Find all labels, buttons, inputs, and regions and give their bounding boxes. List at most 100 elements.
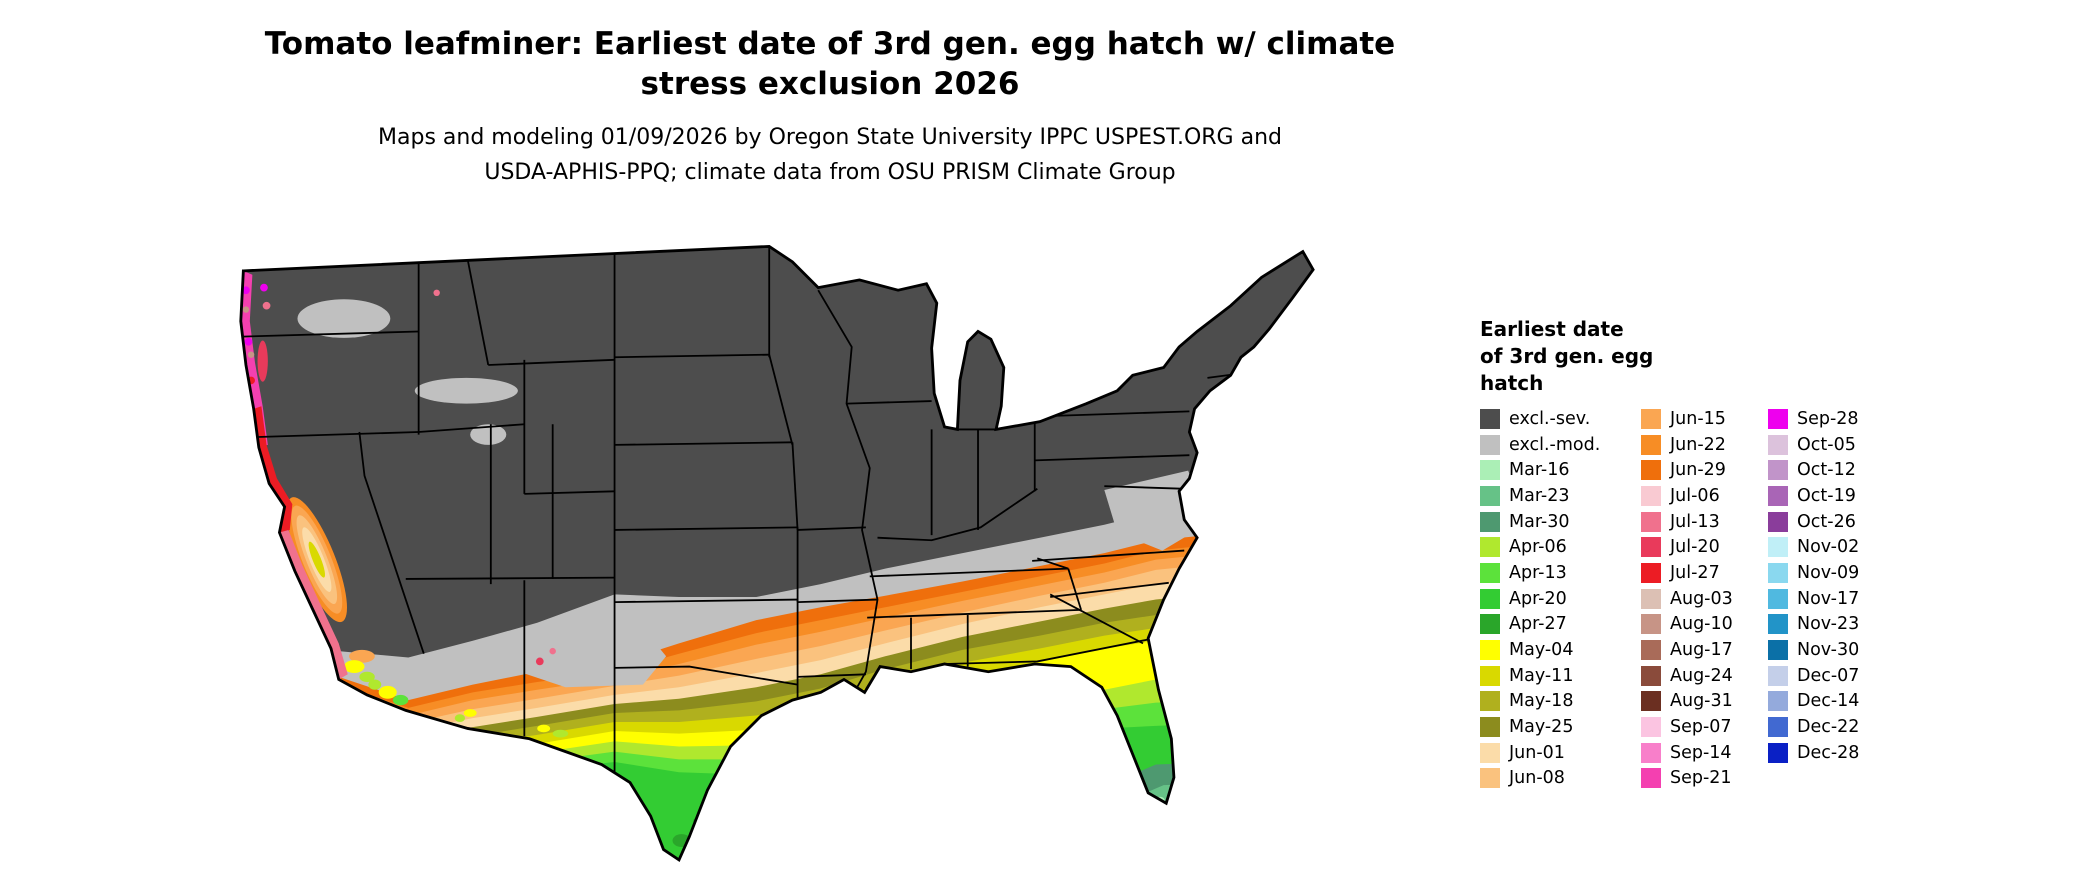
legend-row: Dec-14 [1768, 689, 1894, 715]
legend-swatch [1768, 614, 1788, 635]
legend-label: May-18 [1509, 691, 1574, 712]
legend-label: Nov-09 [1797, 562, 1860, 583]
legend-label: Dec-28 [1797, 742, 1860, 763]
legend-row: Oct-05 [1768, 432, 1894, 458]
legend-row: Apr-27 [1480, 612, 1638, 638]
legend-label: Oct-26 [1797, 511, 1856, 532]
legend-swatch [1768, 717, 1788, 738]
map-region [242, 286, 250, 295]
legend-swatch [1768, 588, 1788, 609]
legend-swatch [1641, 768, 1661, 789]
map-region [253, 406, 293, 533]
map-region [338, 720, 1234, 860]
map-region [433, 289, 440, 297]
california-valley [286, 497, 347, 623]
legend-row: Aug-31 [1641, 689, 1767, 715]
legend-row: Jun-29 [1641, 457, 1767, 483]
legend-label: Aug-31 [1670, 691, 1733, 712]
legend-swatch [1480, 614, 1500, 635]
legend-swatch [1641, 742, 1661, 763]
us-map [239, 244, 1315, 863]
legend-swatch [1641, 485, 1661, 506]
title-line-1: Tomato leafminer: Earliest date of 3rd g… [264, 26, 1396, 62]
legend-row: Nov-23 [1768, 612, 1894, 638]
legend-row: Sep-07 [1641, 714, 1767, 740]
legend-label: Aug-10 [1670, 614, 1733, 635]
map-region [537, 724, 551, 733]
legend-label: Nov-02 [1797, 537, 1860, 558]
subtitle-line-1: Maps and modeling 01/09/2026 by Oregon S… [378, 125, 1282, 150]
legend-row: May-11 [1480, 663, 1638, 689]
legend-row: Nov-17 [1768, 586, 1894, 612]
legend-label: Nov-30 [1797, 640, 1860, 661]
legend-row: Aug-24 [1641, 663, 1767, 689]
legend-row: Sep-21 [1641, 766, 1767, 792]
map-region [257, 340, 268, 382]
legend-row: Jul-27 [1641, 560, 1767, 586]
legend-swatch [1480, 537, 1500, 558]
legend-row: Jun-01 [1480, 740, 1638, 766]
map-region [552, 729, 569, 738]
legend-row: May-04 [1480, 637, 1638, 663]
legend-row: Mar-16 [1480, 457, 1638, 483]
figure-subtitle: Maps and modeling 01/09/2026 by Oregon S… [0, 120, 1660, 190]
map-region [549, 647, 556, 655]
map-region [1091, 761, 1234, 860]
legend-row: Sep-28 [1768, 406, 1894, 432]
legend-label: Jun-29 [1670, 460, 1726, 481]
legend-label: Dec-14 [1797, 691, 1860, 712]
legend-label: Oct-12 [1797, 460, 1856, 481]
legend-label: Aug-17 [1670, 640, 1733, 661]
legend-row: Oct-12 [1768, 457, 1894, 483]
legend-row: Jul-06 [1641, 483, 1767, 509]
legend-label: Dec-07 [1797, 665, 1860, 686]
legend-row: Jun-08 [1480, 766, 1638, 792]
map-region [247, 351, 255, 358]
legend-row: Aug-17 [1641, 637, 1767, 663]
legend-swatch [1641, 460, 1661, 481]
legend-swatch [1768, 742, 1788, 763]
map-region [262, 301, 271, 310]
legend-row: Apr-20 [1480, 586, 1638, 612]
legend-label: Apr-27 [1509, 614, 1567, 635]
legend-swatch [1480, 511, 1500, 532]
legend-label: Sep-28 [1797, 408, 1859, 429]
legend-label: Apr-20 [1509, 588, 1567, 609]
map-region [240, 270, 268, 448]
legend-row: Dec-07 [1768, 663, 1894, 689]
legend-row: Apr-06 [1480, 534, 1638, 560]
legend-swatch [1768, 408, 1788, 429]
legend-swatch [1480, 485, 1500, 506]
legend-row: excl.-mod. [1480, 432, 1638, 458]
legend-row: Sep-14 [1641, 740, 1767, 766]
state-borders [242, 246, 1247, 778]
legend-swatch [1480, 588, 1500, 609]
legend-swatch [1641, 434, 1661, 455]
map-region [308, 541, 326, 578]
legend-swatch [1768, 460, 1788, 481]
legend-swatch [1480, 691, 1500, 712]
map-region [359, 671, 375, 683]
legend-title-line-3: hatch [1480, 371, 1544, 395]
legend-title-line-2: of 3rd gen. egg [1480, 344, 1654, 368]
legend-swatch [1480, 434, 1500, 455]
map-region [279, 529, 348, 680]
legend-swatch [1768, 537, 1788, 558]
legend-swatch [1480, 768, 1500, 789]
legend-row: Mar-30 [1480, 509, 1638, 535]
legend-row: Jul-13 [1641, 509, 1767, 535]
legend-row: Dec-22 [1768, 714, 1894, 740]
map-region [1117, 782, 1234, 860]
map-region [297, 299, 391, 338]
legend-swatch [1768, 640, 1788, 661]
legend-swatch [1480, 460, 1500, 481]
map-region [492, 620, 667, 688]
map-region [378, 685, 397, 699]
legend-swatch [1641, 537, 1661, 558]
legend-swatch [1641, 511, 1661, 532]
legend-label: Aug-24 [1670, 665, 1733, 686]
legend-label: excl.-sev. [1509, 408, 1591, 429]
title-line-2: stress exclusion 2026 [640, 66, 1020, 102]
legend-row: May-18 [1480, 689, 1638, 715]
